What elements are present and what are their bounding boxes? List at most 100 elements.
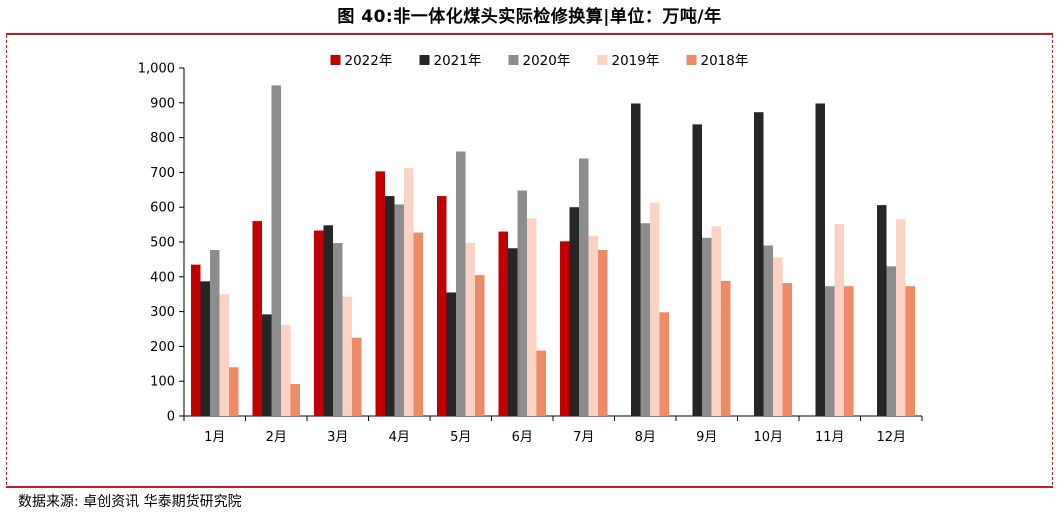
bar-2020年-4月 [394, 204, 404, 416]
bar-2018年-11月 [844, 286, 854, 416]
bar-2021年-4月 [385, 196, 395, 416]
bar-2018年-9月 [721, 280, 731, 416]
x-tick-label: 6月 [512, 430, 533, 445]
bar-2018年-10月 [782, 283, 792, 416]
bar-2019年-6月 [527, 218, 537, 416]
bar-2021年-12月 [877, 205, 887, 416]
y-axis: 0 100 200 300 400 500 600 700 800 900 1,000 [138, 62, 185, 425]
bar-2018年-6月 [536, 350, 546, 416]
bar-series-group [191, 85, 915, 417]
bar-2021年-1月 [200, 281, 210, 416]
x-axis: 1月 2月 3月 4月 5月 6月 7月 8月 9月 10月 11月 12月 [183, 415, 923, 445]
bar-2022年-7月 [560, 241, 570, 416]
bar-2022年-1月 [191, 264, 201, 416]
bar-2021年-10月 [754, 112, 764, 417]
legend-swatch-2019年 [597, 55, 608, 65]
bottom-rule [6, 486, 1053, 488]
bar-2019年-4月 [404, 168, 414, 416]
chart-title: 图 40:非一体化煤头实际检修换算|单位：万吨/年 [337, 7, 722, 27]
bar-2018年-8月 [659, 312, 669, 416]
bar-2020年-10月 [763, 245, 773, 416]
bar-2020年-12月 [886, 266, 896, 416]
bar-2018年-4月 [413, 232, 423, 416]
bar-2019年-2月 [281, 324, 291, 416]
bar-2022年-4月 [375, 171, 385, 416]
legend-label-2021年: 2021年 [434, 53, 482, 69]
bar-2018年-2月 [290, 383, 300, 416]
bar-2020年-9月 [702, 237, 712, 416]
legend-swatch-2021年 [419, 55, 430, 65]
legend-swatch-2020年 [508, 55, 519, 65]
bar-2021年-3月 [323, 225, 333, 416]
legend-label-2018年: 2018年 [701, 53, 749, 69]
bar-2018年-7月 [598, 250, 608, 416]
bar-2022年-2月 [252, 221, 262, 416]
bar-2020年-2月 [271, 85, 281, 417]
legend-label-2019年: 2019年 [612, 53, 660, 69]
bar-2018年-1月 [229, 367, 239, 416]
chart-title-bar: 图 40:非一体化煤头实际检修换算|单位：万吨/年 [0, 0, 1059, 34]
bar-2020年-11月 [825, 286, 835, 416]
x-tick-label: 8月 [635, 430, 656, 445]
x-tick-label: 3月 [327, 430, 348, 445]
bar-2021年-5月 [446, 292, 456, 416]
bar-2021年-7月 [569, 207, 579, 416]
bar-2019年-8月 [650, 202, 660, 416]
bar-2019年-11月 [834, 223, 844, 416]
x-tick-label: 11月 [815, 430, 845, 445]
bar-2020年-5月 [456, 151, 466, 416]
x-tick-label: 7月 [573, 430, 594, 445]
bar-2020年-8月 [640, 223, 650, 416]
bar-2021年-11月 [815, 103, 825, 416]
bar-2021年-6月 [508, 248, 518, 416]
legend-swatch-2022年 [330, 55, 341, 65]
bar-2020年-1月 [210, 250, 220, 416]
x-tick-label: 2月 [266, 430, 287, 445]
x-tick-label: 10月 [753, 430, 783, 445]
bar-2019年-5月 [465, 243, 475, 416]
y-tick-label: 200 [150, 340, 175, 355]
bar-2022年-5月 [437, 196, 447, 416]
bar-2021年-8月 [631, 103, 641, 416]
bar-2019年-10月 [773, 257, 783, 416]
bar-2019年-12月 [896, 219, 906, 416]
y-tick-label: 800 [150, 131, 175, 146]
bar-2019年-1月 [219, 294, 229, 416]
frame-left-border [6, 35, 7, 485]
x-tick-label: 5月 [450, 430, 471, 445]
x-tick-label: 9月 [696, 430, 717, 445]
top-rule [6, 33, 1053, 35]
bar-2019年-7月 [588, 235, 598, 416]
y-tick-label: 1,000 [138, 62, 175, 77]
bar-2019年-9月 [711, 226, 721, 416]
legend-label-2020年: 2020年 [523, 53, 571, 69]
bar-2021年-2月 [262, 314, 272, 416]
y-tick-label: 0 [167, 410, 175, 425]
legend-swatch-2018年 [686, 55, 697, 65]
y-tick-label: 900 [150, 96, 175, 111]
bar-2018年-3月 [352, 337, 362, 416]
y-tick-label: 300 [150, 305, 175, 320]
y-tick-label: 100 [150, 375, 175, 390]
x-tick-label: 4月 [389, 430, 410, 445]
y-tick-label: 600 [150, 201, 175, 216]
y-tick-label: 500 [150, 236, 175, 251]
bar-2018年-12月 [905, 286, 915, 416]
source-note: 数据来源: 卓创资讯 华泰期货研究院 [18, 494, 242, 510]
chart-legend: 2022年 2021年 2020年 2019年 2018年 [330, 53, 749, 69]
x-tick-label: 12月 [876, 430, 906, 445]
bar-2018年-5月 [475, 275, 485, 416]
bar-2020年-6月 [517, 190, 527, 416]
frame-right-border [1052, 35, 1053, 485]
y-tick-label: 700 [150, 166, 175, 181]
bar-2022年-3月 [314, 230, 324, 416]
legend-label-2022年: 2022年 [345, 53, 393, 69]
x-tick-label: 1月 [204, 430, 225, 445]
bar-2020年-7月 [579, 158, 589, 417]
bar-2020年-3月 [333, 243, 343, 416]
bar-2019年-3月 [342, 296, 352, 416]
bar-2021年-9月 [692, 124, 702, 416]
bar-2022年-6月 [498, 231, 508, 416]
y-tick-label: 400 [150, 270, 175, 285]
